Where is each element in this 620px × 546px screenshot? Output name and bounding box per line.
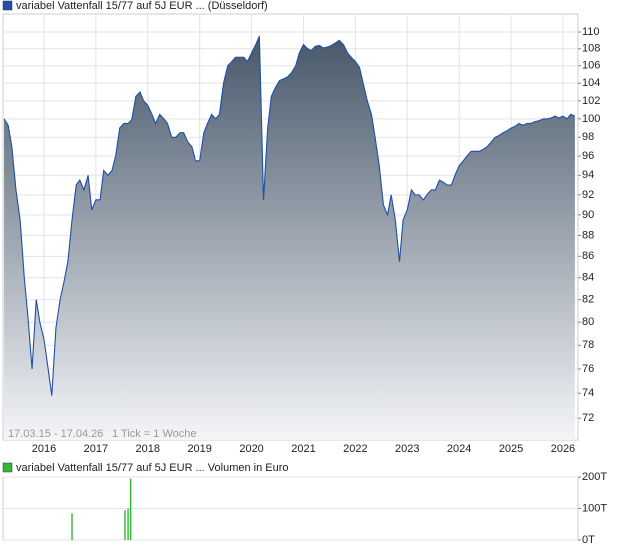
- y-tick-label: 86: [582, 250, 594, 262]
- legend-swatch: [2, 462, 13, 473]
- y-tick-label: 88: [582, 229, 594, 241]
- x-tick-label: 2026: [551, 443, 575, 455]
- x-tick-label: 2016: [32, 443, 56, 455]
- y-tick-label: 72: [582, 412, 594, 424]
- y-tick-label: 78: [582, 339, 594, 351]
- x-tick-label: 2022: [343, 443, 367, 455]
- x-tick-label: 2024: [447, 443, 471, 455]
- y-tick-label: 100T: [582, 502, 607, 514]
- x-tick-label: 2018: [136, 443, 160, 455]
- bar: [129, 478, 132, 540]
- y-tick-label: 74: [582, 387, 594, 399]
- legend-label: variabel Vattenfall 15/77 auf 5J EUR ...…: [16, 462, 289, 474]
- y-tick-label: 82: [582, 294, 594, 306]
- bar: [71, 513, 73, 540]
- y-tick-label: 0T: [582, 534, 595, 546]
- bar: [127, 508, 129, 540]
- y-tick-label: 92: [582, 189, 594, 201]
- legend-label: variabel Vattenfall 15/77 auf 5J EUR ...…: [16, 0, 268, 12]
- x-tick-label: 2021: [291, 443, 315, 455]
- y-tick-label: 200T: [582, 471, 607, 483]
- y-tick-label: 76: [582, 363, 594, 375]
- x-tick-label: 2019: [187, 443, 211, 455]
- y-tick-label: 96: [582, 150, 594, 162]
- y-tick-label: 100: [582, 113, 600, 125]
- y-tick-label: 94: [582, 169, 594, 181]
- y-tick-label: 90: [582, 209, 594, 221]
- bar: [124, 510, 126, 540]
- y-tick-label: 102: [582, 95, 600, 107]
- y-tick-label: 104: [582, 77, 600, 89]
- annotation: 17.03.15 - 17.04.26: [8, 428, 103, 440]
- y-tick-label: 98: [582, 131, 594, 143]
- y-tick-label: 84: [582, 272, 594, 284]
- x-tick-label: 2020: [239, 443, 263, 455]
- y-tick-label: 106: [582, 60, 600, 72]
- y-tick-label: 110: [582, 26, 600, 38]
- x-tick-label: 2023: [395, 443, 419, 455]
- area: [4, 36, 575, 440]
- x-tick-label: 2017: [84, 443, 108, 455]
- y-tick-label: 108: [582, 43, 600, 55]
- annotation: 1 Tick = 1 Woche: [112, 428, 196, 440]
- x-tick-label: 2025: [499, 443, 523, 455]
- legend-swatch: [2, 0, 13, 11]
- y-tick-label: 80: [582, 316, 594, 328]
- line: [3, 35, 576, 396]
